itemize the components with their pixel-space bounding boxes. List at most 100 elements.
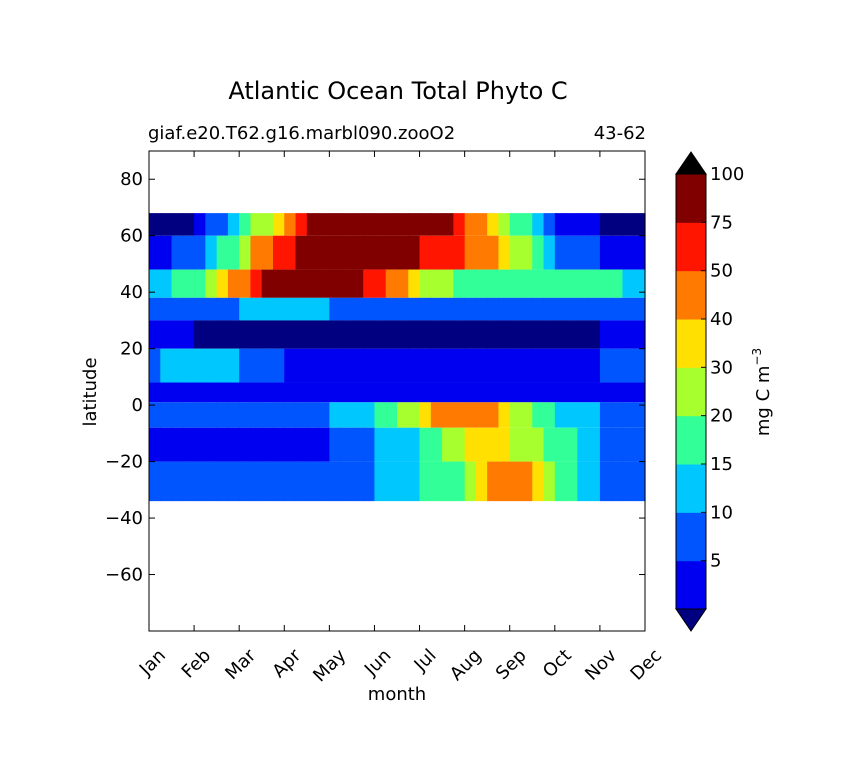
contour-cell [306,269,319,298]
x-axis-label: month [368,684,426,705]
contour-cell [633,461,646,502]
contour-cell [554,427,567,462]
contour-cell [216,427,229,462]
contour-cell [318,269,330,298]
contour-cell [194,461,206,502]
chart-subtitle-right: 43-62 [594,123,646,144]
contour-cell [487,427,500,462]
contour-cell [182,235,195,270]
contour-cell [306,235,319,270]
contour-cell [622,382,635,403]
x-tick-label: Sep [492,645,531,684]
contour-cell [408,269,421,298]
y-axis-label: latitude [80,357,101,426]
contour-cell [498,235,511,270]
contour-cell [475,297,488,321]
contour-cell [453,348,466,383]
contour-cell [171,320,184,349]
colorbar-tick-label: 100 [710,164,744,185]
colorbar-tick-label: 75 [710,212,733,233]
contour-cell [577,269,590,298]
plot-frame [148,150,646,632]
colorbar-segment [676,367,706,417]
contour-cell [374,235,387,270]
contour-cell [543,269,556,298]
contour-cell [182,382,195,403]
colorbar-extend-top [675,151,707,175]
contour-cell [408,213,421,236]
contour-cell [588,235,601,270]
contour-cell [227,461,240,502]
contour-cell [216,213,229,236]
contour-cell [273,427,285,462]
colorbar-segment [676,174,706,223]
contour-cell [521,348,533,383]
contour-cell [622,320,635,349]
contour-cell [498,213,511,236]
contour-cell [419,320,432,349]
contour-cell [273,461,285,502]
contour-cell [611,269,624,298]
contour-cell [498,320,511,349]
contour-cell [205,461,218,502]
contour-cell [622,297,635,321]
contour-cell [475,402,488,428]
contour-cell [318,235,330,270]
contour-cell [442,348,454,383]
contour-cell [577,213,590,236]
contour-cell [149,269,161,298]
contour-cell [216,402,229,428]
contour-cell [633,382,646,403]
contour-cell [521,213,533,236]
contour-cell [419,213,432,236]
x-tick-label: Feb [178,645,215,682]
contour-cell [363,348,376,383]
contour-cell [340,297,353,321]
contour-cell [566,320,578,349]
contour-cell [160,235,173,270]
contour-cell [430,213,443,236]
contour-cell [430,382,443,403]
contour-cell [487,269,500,298]
contour-cell [261,320,274,349]
contour-cell [566,461,578,502]
contour-cell [149,382,161,403]
contour-cell [284,297,297,321]
y-tick-label: −60 [105,565,143,586]
contour-cell [216,461,229,502]
contour-cell [351,297,364,321]
contour-cell [160,461,173,502]
colorbar-tick-label: 30 [710,357,733,378]
y-tick-label: −40 [105,508,143,529]
contour-cell [329,382,342,403]
contour-cell [227,269,240,298]
contour-cell [295,402,308,428]
colorbar-tick-label: 10 [710,502,733,523]
contour-cell [149,427,161,462]
contour-cell [194,213,206,236]
contour-cell [273,235,285,270]
contour-cell [464,427,477,462]
contour-cell [329,427,342,462]
colorbar-frame [675,173,707,610]
contour-cell [239,269,252,298]
contour-cell [588,297,601,321]
contour-cell [543,320,556,349]
contour-cell [261,427,274,462]
contour-cell [363,427,376,462]
contour-cell [205,382,218,403]
contour-cell [160,269,173,298]
contour-cell [182,297,195,321]
contour-cell [239,382,252,403]
contour-cell [487,297,500,321]
colorbar-label-text: mg C m [753,366,774,437]
contour-cell [566,427,578,462]
contour-cell [599,427,612,462]
contour-cell [566,297,578,321]
contour-cell [194,320,206,349]
contour-cell [588,348,601,383]
contour-cell [599,348,612,383]
contour-cell [306,320,319,349]
contour-cell [273,320,285,349]
colorbar-tick-label: 20 [710,406,733,427]
